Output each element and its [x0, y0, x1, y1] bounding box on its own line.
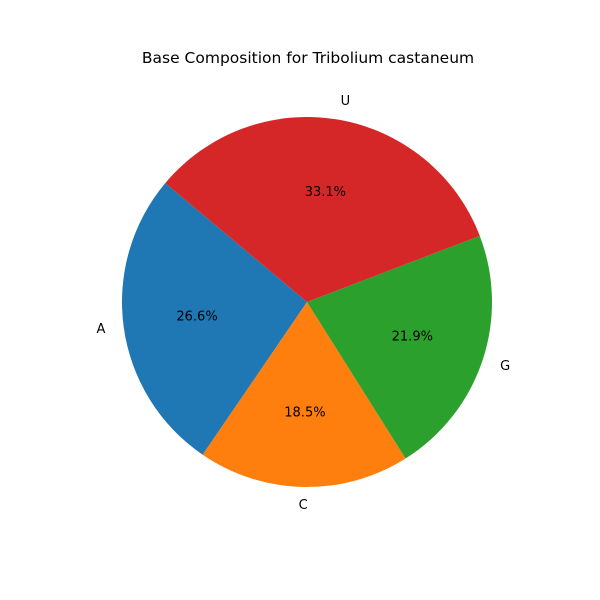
slice-label-u: U	[341, 94, 351, 109]
percent-label-a: 26.6%	[176, 310, 217, 325]
pie-slice-c	[202, 302, 406, 488]
slice-label-c: C	[299, 498, 308, 513]
pie-slice-g	[307, 235, 492, 459]
percent-label-g: 21.9%	[392, 330, 433, 345]
slice-label-g: G	[500, 359, 510, 374]
pie-slice-a	[121, 183, 307, 455]
pie-labels: A 26.6% C 18.5% G 21.9% U 33.1%	[96, 94, 510, 513]
pie-slice-u	[165, 116, 480, 302]
percent-label-u: 33.1%	[305, 185, 346, 200]
pie-slices	[121, 116, 492, 488]
slice-label-a: A	[96, 322, 105, 337]
chart-title: Base Composition for Tribolium castaneum	[142, 49, 474, 67]
percent-label-c: 18.5%	[284, 405, 325, 420]
